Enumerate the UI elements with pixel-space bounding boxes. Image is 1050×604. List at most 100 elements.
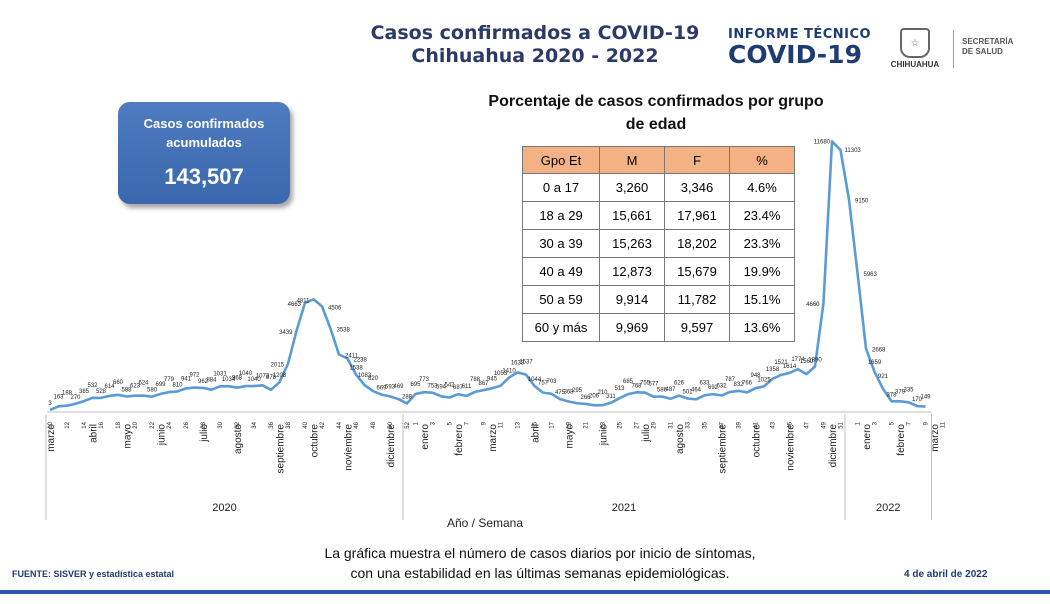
week-tick-label: 50 (388, 421, 394, 428)
data-label: 768 (631, 383, 642, 389)
month-label: marzo (488, 424, 499, 452)
week-tick-label: 35 (703, 421, 709, 428)
data-label: 1358 (766, 367, 780, 373)
data-label: 962 (198, 379, 209, 385)
data-label: 188 (62, 391, 73, 397)
data-label: 1044 (528, 377, 542, 383)
secretaria-line1: SECRETARÍA (962, 37, 1014, 46)
table-cell: 23.3% (729, 229, 795, 258)
data-label: 878 (266, 375, 277, 381)
week-tick-label: 15 (533, 421, 539, 428)
cases-series-line (49, 140, 926, 412)
data-label: 1614 (783, 364, 797, 370)
data-label: 5963 (864, 272, 878, 278)
data-label: 624 (138, 381, 149, 387)
data-label: 528 (96, 389, 107, 395)
x-axis-title: Año / Semana (447, 516, 523, 530)
title-line1: Casos confirmados a COVID-19 (370, 22, 700, 44)
data-label: 210 (597, 390, 608, 396)
data-label: 695 (410, 382, 421, 388)
month-label: enero (420, 424, 431, 450)
data-label: 1073 (256, 373, 270, 379)
data-label: 1538 (349, 366, 363, 372)
data-label: 820 (368, 376, 379, 382)
data-label: 1659 (868, 360, 882, 366)
data-label: 941 (181, 376, 192, 382)
month-label: diciembre (386, 424, 397, 468)
data-label: 501 (682, 389, 693, 395)
week-tick-label: 11 (941, 421, 947, 428)
week-tick-label: 22 (150, 421, 156, 428)
week-tick-label: 18 (116, 421, 122, 428)
table-cell: 60 y más (522, 313, 600, 342)
data-label: 266 (580, 395, 591, 401)
data-label: 884 (206, 378, 217, 384)
data-label: 1537 (519, 360, 533, 366)
week-tick-label: 48 (371, 421, 377, 428)
data-label: 288 (402, 394, 413, 400)
week-tick-label: 32 (235, 421, 241, 428)
month-label: octubre (752, 424, 763, 458)
data-label: 1521 (774, 360, 788, 366)
week-tick-label: 36 (269, 421, 275, 428)
week-tick-label: 51 (839, 421, 845, 428)
month-label: septiembre (718, 424, 729, 474)
logo-text: CHIHUAHUA (890, 60, 940, 69)
month-label: noviembre (786, 424, 797, 471)
data-label: 692 (708, 385, 719, 391)
source-label: FUENTE: SISVER y estadística estatal (12, 569, 175, 579)
data-label: 542 (444, 383, 455, 389)
month-label: junio (157, 424, 168, 447)
header-cell: F (664, 146, 730, 174)
week-tick-label: 30 (218, 421, 224, 428)
week-tick-label: 3 (873, 421, 879, 425)
week-tick-label: 1 (856, 421, 862, 425)
data-label: 669 (376, 386, 387, 392)
week-tick-label: 45 (788, 421, 794, 428)
week-tick-label: 42 (320, 421, 326, 428)
data-label: 378 (886, 392, 897, 398)
week-tick-label: 49 (822, 421, 828, 428)
week-tick-label: 43 (771, 421, 777, 428)
data-label: 1560 (800, 359, 814, 365)
table-cell: 12,873 (599, 257, 665, 286)
week-tick-label: 7 (907, 421, 913, 425)
data-label: 368 (563, 390, 574, 396)
table-cell: 17,961 (664, 201, 730, 230)
week-tick-label: 10 (48, 421, 54, 428)
data-label: 2668 (872, 348, 886, 354)
data-label: 206 (589, 393, 600, 399)
table-cell: 9,914 (599, 285, 665, 314)
week-tick-label: 27 (635, 421, 641, 428)
week-tick-label: 40 (303, 421, 309, 428)
data-label: 968 (232, 376, 243, 382)
week-tick-label: 7 (465, 421, 471, 425)
data-label: 1040 (247, 377, 261, 383)
data-label: 632 (716, 383, 727, 389)
table-row: 40 a 49 12,873 15,679 19.9% (522, 257, 795, 286)
data-label: 295 (572, 388, 583, 394)
table-cell: 9,597 (664, 313, 730, 342)
data-label: 1025 (757, 377, 771, 383)
data-label: 4811 (297, 298, 311, 304)
note-line2: con una estabilidad en las últimas seman… (350, 565, 730, 581)
bottom-bar (0, 590, 1050, 594)
year-label: 2020 (212, 502, 236, 514)
data-label: 1053 (494, 371, 508, 377)
table-cell: 0 a 17 (522, 173, 600, 202)
informe-logo: INFORME TÉCNICO COVID-19 (728, 27, 871, 68)
data-label: 1040 (239, 371, 253, 377)
data-label: 614 (104, 384, 115, 390)
data-label: 4660 (806, 302, 820, 308)
month-label: marzo (46, 424, 57, 452)
table-row: 50 a 59 9,914 11,782 15.1% (522, 285, 795, 314)
total-cases-card: Casos confirmados acumulados 143,507 (118, 102, 290, 204)
shield-icon: ☆ (900, 28, 930, 58)
data-label: 755 (640, 381, 651, 387)
table-row: 18 a 29 15,661 17,961 23.4% (522, 201, 795, 230)
chart-note: La gráfica muestra el número de casos di… (270, 543, 810, 583)
data-label: 3538 (337, 328, 351, 334)
week-tick-label: 1 (414, 421, 420, 425)
data-label: 385 (79, 389, 90, 395)
